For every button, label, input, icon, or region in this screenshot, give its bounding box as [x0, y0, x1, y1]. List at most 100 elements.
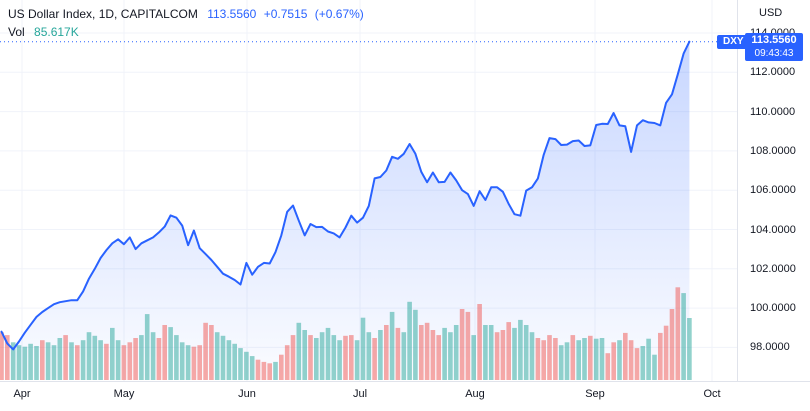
price-tick-label: 112.0000: [750, 66, 796, 79]
volume-bar-up: [174, 335, 179, 380]
month-tick-label: Jul: [352, 388, 368, 400]
symbol-price-badge: DXY: [717, 35, 750, 49]
volume-bar-down: [209, 325, 214, 380]
volume-bar-down: [419, 325, 424, 380]
price-tick-label: 102.0000: [750, 262, 796, 275]
volume-bar-up: [86, 332, 92, 380]
volume-bar-up: [92, 335, 98, 380]
volume-bar-up: [302, 330, 307, 380]
volume-bar-up: [407, 301, 412, 380]
volume-bar-down: [349, 335, 354, 380]
volume-bar-down: [465, 311, 471, 380]
volume-bar-down: [605, 353, 611, 380]
last-price-axis-label: 113.5560 09:43:43: [745, 33, 803, 61]
volume-bar-up: [45, 342, 51, 380]
volume-bar-up: [69, 342, 74, 380]
volume-bar-up: [413, 309, 418, 380]
volume-bar-down: [343, 335, 348, 380]
volume-bar-up: [599, 338, 605, 380]
symbol-values: 113.5560 +0.7515 (+0.67%): [207, 7, 368, 21]
volume-bar-up: [453, 325, 459, 380]
volume-bar-up: [378, 330, 383, 380]
volume-bar-up: [488, 325, 494, 380]
volume-bar-up: [389, 311, 395, 380]
volume-bar-down: [553, 338, 558, 380]
volume-bar-down: [0, 332, 4, 380]
volume-bar-up: [16, 345, 22, 380]
volume-bar-up: [512, 327, 517, 380]
volume-bar-down: [634, 348, 640, 380]
volume-bar-up: [226, 340, 232, 380]
volume-bar-up: [337, 340, 342, 380]
chart-plot[interactable]: [0, 0, 737, 381]
volume-bar-down: [395, 327, 401, 380]
volume-bar-down: [284, 345, 290, 380]
volume-bar-up: [681, 293, 686, 380]
volume-bar-up: [238, 348, 243, 380]
volume-bar-down: [133, 338, 138, 380]
volume-bar-up: [687, 318, 692, 380]
volume-bar-down: [494, 332, 500, 380]
month-tick-label: May: [113, 388, 135, 400]
chart-legend: US Dollar Index, 1D, CAPITALCOM 113.5560…: [8, 6, 368, 42]
volume-label: Vol: [8, 25, 25, 39]
last-price-text: 113.5560: [751, 34, 797, 46]
volume-bar-down: [191, 346, 197, 380]
volume-bar-up: [273, 361, 278, 380]
volume-bar-up: [640, 346, 646, 380]
volume-bar-up: [28, 343, 33, 380]
volume-bar-up: [144, 314, 150, 380]
volume-bar-up: [325, 327, 331, 380]
volume-bar-down: [477, 304, 482, 380]
volume-bar-up: [331, 335, 337, 380]
volume-bar-up: [232, 343, 237, 380]
price-change-percent: (+0.67%): [314, 7, 364, 21]
volume-bar-down: [290, 335, 296, 380]
countdown-timer: 09:43:43: [754, 48, 794, 59]
volume-bar-up: [80, 340, 86, 380]
volume-bar-up: [646, 338, 651, 380]
volume-bar-up: [529, 332, 535, 380]
volume-bar-down: [430, 330, 436, 380]
month-tick-label: Oct: [703, 388, 721, 400]
volume-legend-row[interactable]: Vol 85.617K: [8, 24, 368, 40]
volume-bar-up: [98, 340, 103, 380]
price-tick-label: 104.0000: [750, 223, 796, 236]
price-tick-label: 98.0000: [750, 341, 790, 354]
volume-bar-up: [10, 342, 16, 380]
volume-bar-up: [185, 345, 191, 380]
volume-bar-down: [611, 342, 616, 380]
month-tick-label: Aug: [465, 388, 485, 400]
volume-bar-down: [75, 345, 80, 380]
volume-bar-down: [279, 354, 284, 380]
volume-bar-up: [576, 340, 581, 380]
price-tick-label: 108.0000: [750, 144, 796, 157]
volume-bar-down: [372, 338, 377, 380]
volume-bar-down: [261, 361, 267, 380]
symbol-title: US Dollar Index, 1D, CAPITALCOM: [8, 7, 198, 21]
volume-bar-up: [139, 335, 144, 380]
volume-bar-up: [296, 322, 302, 380]
volume-bar-up: [319, 332, 325, 380]
volume-bar-down: [628, 340, 634, 380]
volume-bar-down: [541, 340, 546, 380]
volume-bar-up: [110, 327, 115, 380]
volume-bar-up: [354, 340, 360, 380]
volume-bar-up: [558, 345, 564, 380]
volume-bar-down: [156, 338, 162, 380]
volume-bar-down: [5, 335, 10, 380]
volume-bar-up: [220, 335, 226, 380]
last-price-value: 113.5560: [207, 7, 257, 21]
volume-bar-down: [162, 325, 167, 380]
volume-bar-down: [570, 335, 576, 380]
volume-bar-up: [582, 338, 587, 380]
symbol-legend-row[interactable]: US Dollar Index, 1D, CAPITALCOM 113.5560…: [8, 6, 368, 22]
volume-bar-down: [675, 287, 681, 380]
volume-bar-down: [547, 335, 552, 380]
volume-bar-down: [63, 335, 68, 380]
volume-bar-up: [366, 332, 372, 380]
time-axis[interactable]: Apr May Jun Jul Aug Sep Oct: [0, 381, 810, 411]
volume-bar-up: [593, 338, 599, 380]
currency-label: USD: [759, 7, 783, 19]
